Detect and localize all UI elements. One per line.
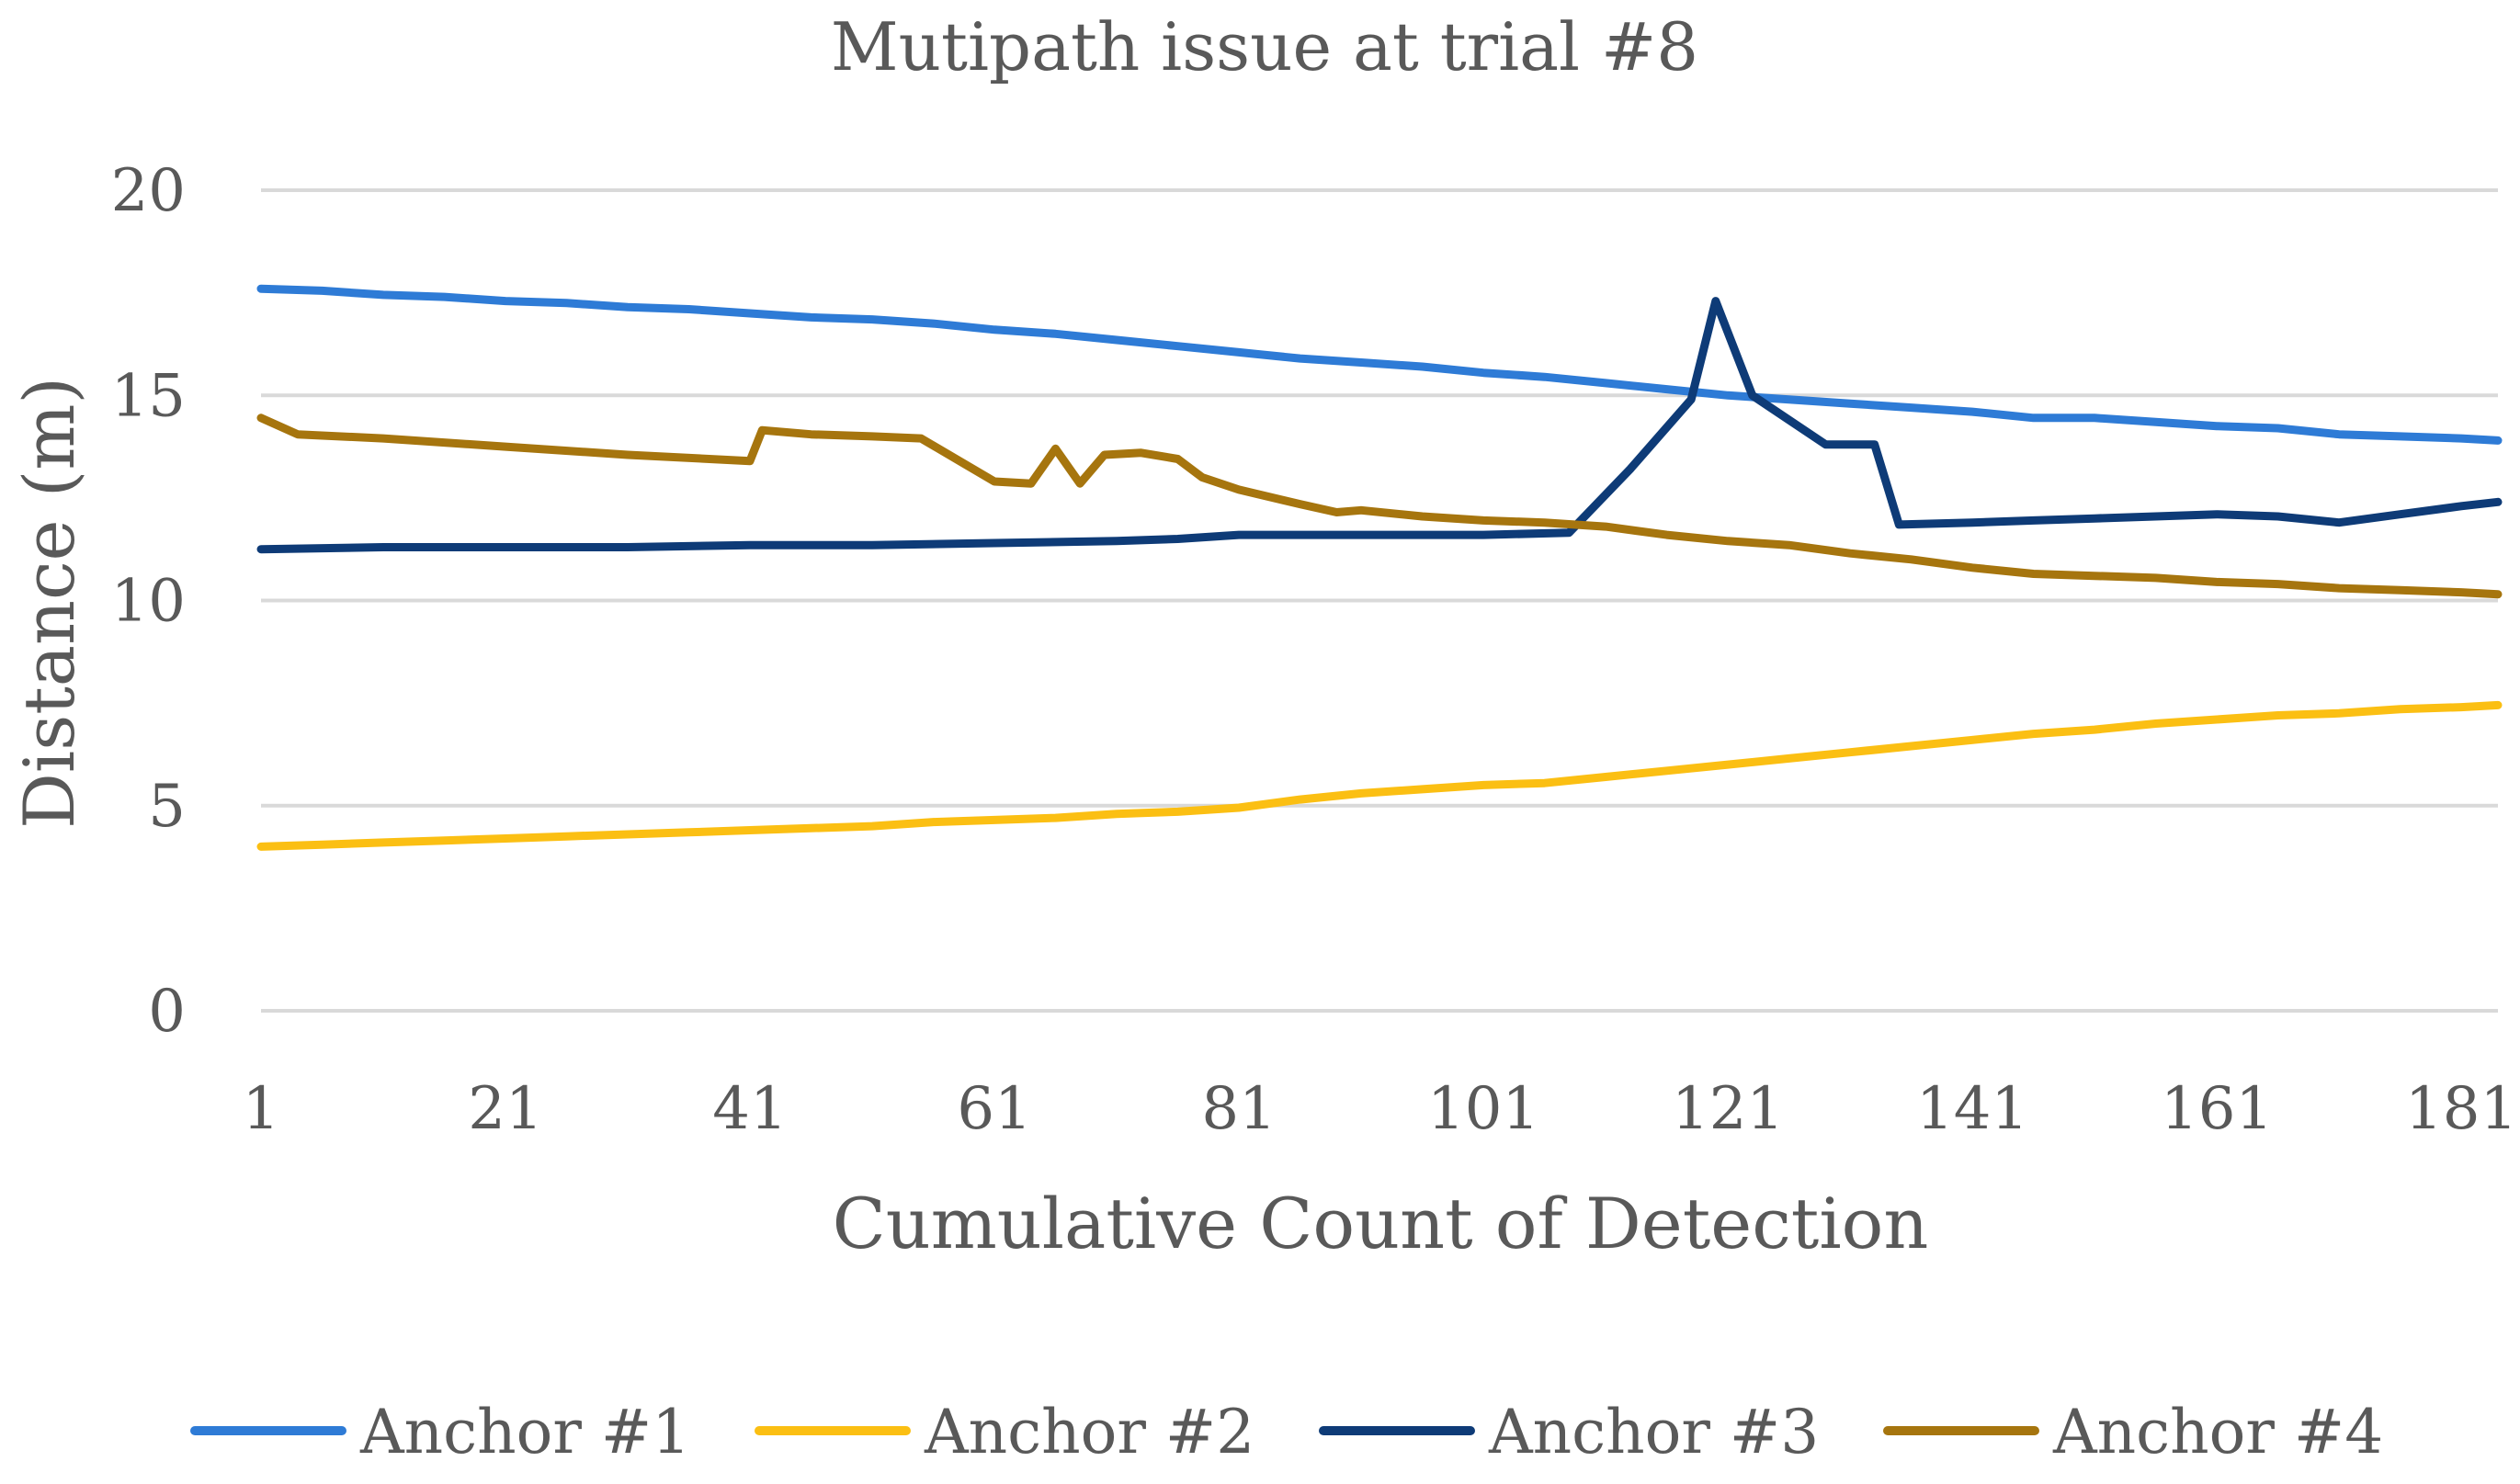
legend-label: Anchor #2 [924, 1397, 1254, 1467]
legend-item-anchor-2: Anchor #2 [755, 1397, 1254, 1467]
chart-title: Mutipath issue at trial #8 [831, 8, 1698, 85]
legend-item-anchor-4: Anchor #4 [1883, 1397, 2383, 1467]
gridlines [261, 188, 2498, 1013]
y-tick-label: 10 [111, 568, 186, 636]
x-tick-label: 21 [468, 1075, 542, 1143]
legend-item-anchor-1: Anchor #1 [190, 1397, 690, 1467]
y-axis-ticks: 0 5 10 15 20 [111, 157, 186, 1046]
x-axis-label: Cumulative Count of Detection [833, 1183, 1929, 1264]
x-axis-ticks: 1 21 41 61 81 101 121 141 161 181 [243, 1075, 2518, 1143]
x-tick-label: 41 [712, 1075, 787, 1143]
y-tick-label: 0 [148, 978, 186, 1046]
y-axis-label: Distance (m) [8, 377, 90, 829]
x-tick-label: 141 [1916, 1075, 2028, 1143]
x-tick-label: 81 [1201, 1075, 1276, 1143]
legend-label: Anchor #3 [1488, 1397, 1819, 1467]
legend-label: Anchor #4 [2052, 1397, 2383, 1467]
legend-item-anchor-3: Anchor #3 [1319, 1397, 1819, 1467]
series-line-anchor-4 [256, 413, 2503, 599]
series-lines [256, 284, 2503, 851]
y-tick-label: 15 [111, 362, 186, 430]
legend: Anchor #1 Anchor #2 Anchor #3 Anchor #4 [190, 1397, 2383, 1467]
x-tick-label: 121 [1672, 1075, 1784, 1143]
x-tick-label: 101 [1427, 1075, 1539, 1143]
x-tick-label: 61 [957, 1075, 1031, 1143]
series-line-anchor-3 [256, 297, 2503, 554]
series-line-anchor-2 [256, 700, 2503, 851]
legend-label: Anchor #1 [359, 1397, 690, 1467]
y-tick-label: 20 [111, 157, 186, 225]
x-tick-label: 181 [2405, 1075, 2517, 1143]
x-tick-label: 161 [2161, 1075, 2273, 1143]
y-tick-label: 5 [148, 773, 186, 841]
x-tick-label: 1 [243, 1075, 280, 1143]
series-line-anchor-1 [256, 284, 2503, 445]
